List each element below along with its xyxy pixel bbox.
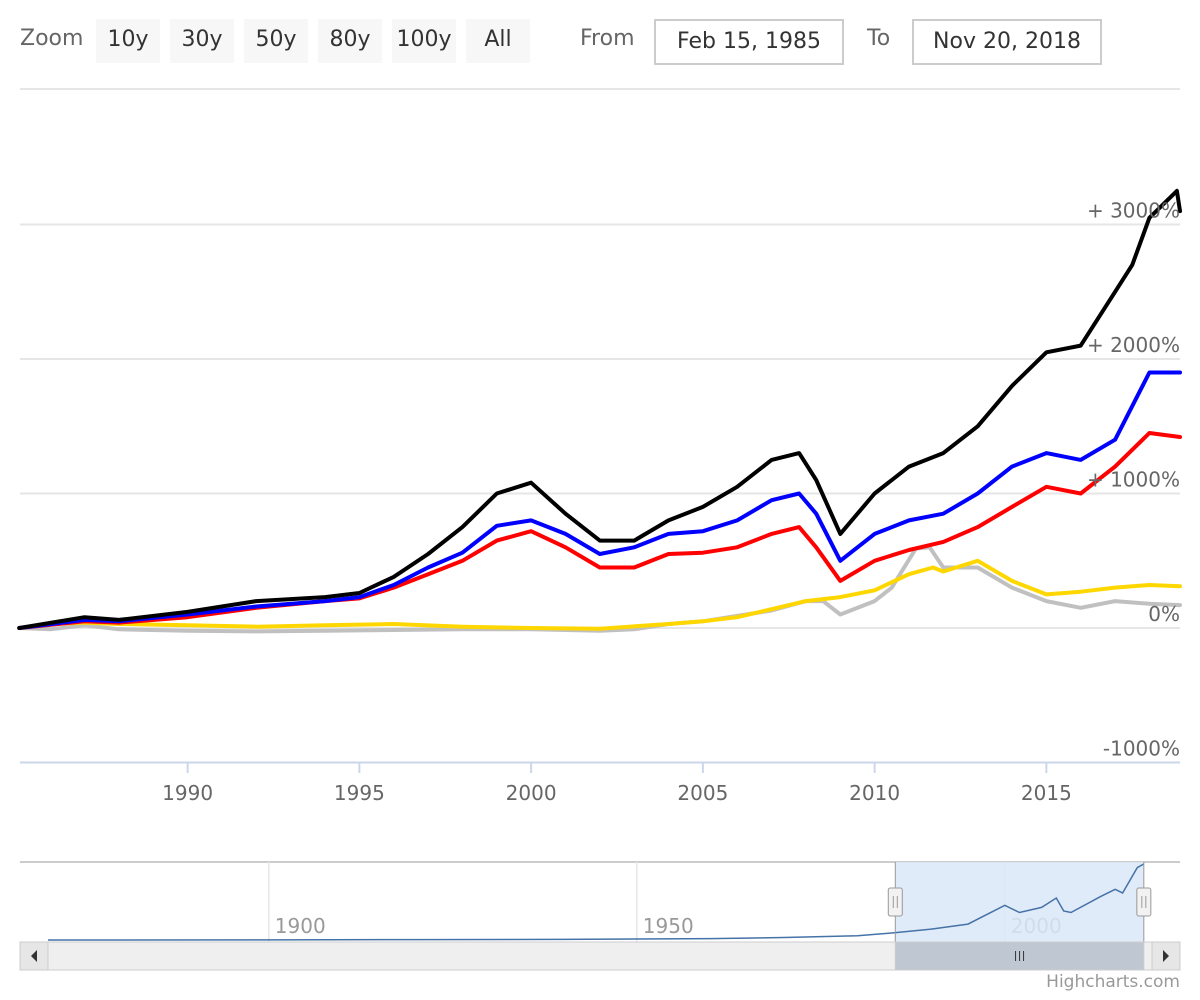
navigator-selected-range[interactable]	[895, 862, 1144, 942]
arrow-left-icon	[31, 950, 37, 962]
zoom-100y-button[interactable]: 100y	[392, 19, 456, 63]
navigator-handle-right[interactable]	[1136, 887, 1152, 917]
navigator[interactable]: 190019502000	[20, 861, 1180, 942]
from-date-input[interactable]: Feb 15, 1985	[654, 19, 844, 65]
x-tick-label: 2015	[1021, 781, 1072, 805]
x-tick-label: 1990	[162, 781, 213, 805]
y-tick-label: + 1000%	[1087, 468, 1180, 492]
y-tick-label: + 2000%	[1087, 333, 1180, 357]
arrow-right-icon	[1163, 950, 1169, 962]
series-line-4	[17, 188, 1182, 630]
x-tick-label: 2000	[506, 781, 557, 805]
zoom-30y-button[interactable]: 30y	[170, 19, 234, 63]
y-axis-labels: -1000% 0% + 1000% + 2000% + 3000%	[1087, 199, 1180, 761]
scrollbar[interactable]	[19, 941, 1181, 971]
zoom-all-button[interactable]: All	[466, 19, 530, 63]
navigator-series-line	[47, 863, 1145, 941]
grid-lines	[20, 223, 1180, 764]
series-lines	[17, 188, 1182, 634]
series-line-2	[17, 431, 1182, 630]
navigator-tick-label: 1950	[643, 914, 694, 938]
zoom-10y-button[interactable]: 10y	[96, 19, 160, 63]
x-tick-label: 1995	[334, 781, 385, 805]
x-tick-label: 2005	[677, 781, 728, 805]
x-axis: 1990 1995 2000 2005 2010 2015	[162, 763, 1072, 805]
navigator-handle-left[interactable]	[887, 887, 903, 917]
y-tick-label: 0%	[1148, 602, 1180, 626]
zoom-50y-button[interactable]: 50y	[244, 19, 308, 63]
zoom-80y-button[interactable]: 80y	[318, 19, 382, 63]
to-date-input[interactable]: Nov 20, 2018	[912, 19, 1102, 65]
series-line-0	[17, 545, 1182, 634]
zoom-label: Zoom	[20, 26, 84, 51]
x-tick-label: 2010	[849, 781, 900, 805]
series-line-1	[17, 558, 1182, 631]
credits-link[interactable]: Highcharts.com	[1046, 972, 1180, 992]
scrollbar-grip-icon	[1015, 951, 1025, 961]
series-line-3	[17, 370, 1182, 630]
y-tick-label: + 3000%	[1087, 199, 1180, 223]
from-label: From	[580, 26, 635, 51]
to-label: To	[867, 26, 891, 51]
navigator-tick-label: 1900	[275, 914, 326, 938]
y-tick-label: -1000%	[1103, 737, 1180, 761]
